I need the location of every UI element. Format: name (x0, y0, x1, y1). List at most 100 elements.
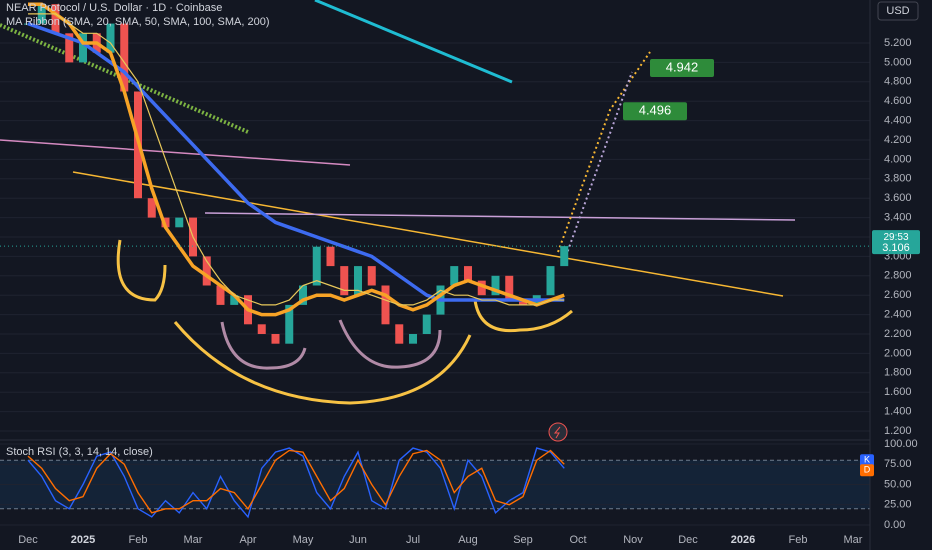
x-tick-label: 2026 (731, 534, 755, 546)
y-tick-label: 4.800 (884, 76, 912, 88)
candle (299, 285, 307, 305)
y-tick-label: 4.200 (884, 134, 912, 146)
currency[interactable]: USD (886, 5, 909, 17)
chart-title: NEAR Protocol / U.S. Dollar · 1D · Coinb… (6, 2, 222, 14)
trend-line (72, 171, 784, 297)
y-tick-label: 3.800 (884, 173, 912, 185)
y-tick-label: 2.200 (884, 328, 912, 340)
y-tick-label: 4.400 (884, 115, 912, 127)
candle (477, 280, 486, 296)
candle (546, 266, 555, 296)
candle (381, 285, 390, 325)
projection (557, 51, 651, 253)
y-tick-label: 3.600 (884, 192, 912, 204)
candle (464, 266, 472, 281)
x-tick-label: Apr (239, 534, 256, 546)
x-tick-label: Feb (789, 534, 808, 546)
series-name: K (864, 455, 870, 465)
series-tag (860, 464, 874, 477)
x-tick-label: Dec (18, 534, 38, 546)
candle (326, 246, 335, 267)
candle (120, 23, 129, 92)
target-box (623, 102, 687, 121)
y-tick-label: 4.000 (884, 153, 912, 165)
x-tick-label: Jul (406, 534, 420, 546)
candle (491, 275, 500, 296)
trend-line (0, 139, 351, 166)
y-tick-label: 3.400 (884, 212, 912, 224)
candle (367, 266, 376, 286)
indicator-legend: Stoch RSI (3, 3, 14, 14, close) (6, 446, 153, 458)
candle (312, 246, 321, 286)
pattern-curve (173, 321, 472, 405)
candle (450, 266, 459, 286)
y-tick-label: 2.400 (884, 309, 912, 321)
y-tick-label: 2.000 (884, 347, 912, 359)
countdown: 29:53 (883, 232, 908, 243)
candle (271, 334, 280, 344)
candle (147, 198, 156, 218)
last-price: 3.106 (882, 242, 910, 254)
target-box (650, 59, 714, 78)
candle (175, 217, 184, 228)
candle (106, 23, 115, 53)
pattern-curve (338, 319, 442, 369)
candle (216, 285, 225, 305)
y-tick-label: 1.800 (884, 367, 912, 379)
price-tag (872, 230, 920, 255)
y-tick-label: 25.00 (884, 499, 912, 511)
x-tick-label: Sep (513, 534, 533, 546)
y-tick-label: 50.00 (884, 478, 912, 490)
candle (519, 300, 527, 305)
target-label: 4.496 (639, 103, 672, 118)
y-tick-label: 2.800 (884, 270, 912, 282)
event-icon[interactable] (548, 422, 568, 442)
y-tick-label: 2.600 (884, 289, 912, 301)
candle (257, 324, 266, 334)
candle (65, 33, 74, 63)
moving-average (28, 2, 565, 317)
candle (51, 4, 60, 34)
y-tick-label: 1.400 (884, 406, 912, 418)
indicator-legend: MA Ribbon (SMA, 20, SMA, 50, SMA, 100, S… (6, 16, 270, 28)
pattern-curve (220, 321, 307, 370)
candle (560, 246, 569, 267)
x-tick-label: Mar (184, 534, 203, 546)
candle (340, 266, 349, 296)
candle (505, 275, 514, 301)
series-name: D (864, 465, 871, 475)
y-tick-label: 1.200 (884, 425, 912, 437)
y-tick-label: 4.600 (884, 95, 912, 107)
x-tick-label: Mar (844, 534, 863, 546)
currency-button[interactable] (877, 1, 919, 21)
y-tick-label: 5.000 (884, 56, 912, 68)
x-tick-label: Aug (458, 534, 478, 546)
moving-average (28, 13, 565, 306)
y-tick-label: 0.00 (884, 519, 905, 531)
candle (409, 334, 417, 344)
line (27, 447, 565, 519)
series-tag (860, 454, 874, 467)
resistance-line (204, 212, 796, 221)
line (27, 449, 565, 514)
marks (24, 2, 569, 519)
grid (0, 42, 870, 526)
x-tick-label: Dec (678, 534, 698, 546)
x-tick-label: May (293, 534, 314, 546)
target-label: 4.942 (666, 59, 699, 74)
candle (354, 266, 362, 296)
x-tick-label: Nov (623, 534, 643, 546)
drawings (0, 0, 796, 405)
y-tick-label: 100.00 (884, 438, 918, 450)
trend-line (314, 0, 513, 84)
candle (230, 295, 239, 305)
event-icon (553, 426, 561, 439)
y-tick-label: 75.00 (884, 458, 912, 470)
x-tick-label: Jun (349, 534, 367, 546)
candle (202, 256, 211, 286)
x-tick-label: Oct (569, 534, 586, 546)
trend-line (0, 23, 249, 134)
candle (285, 304, 294, 344)
candle (395, 324, 404, 344)
